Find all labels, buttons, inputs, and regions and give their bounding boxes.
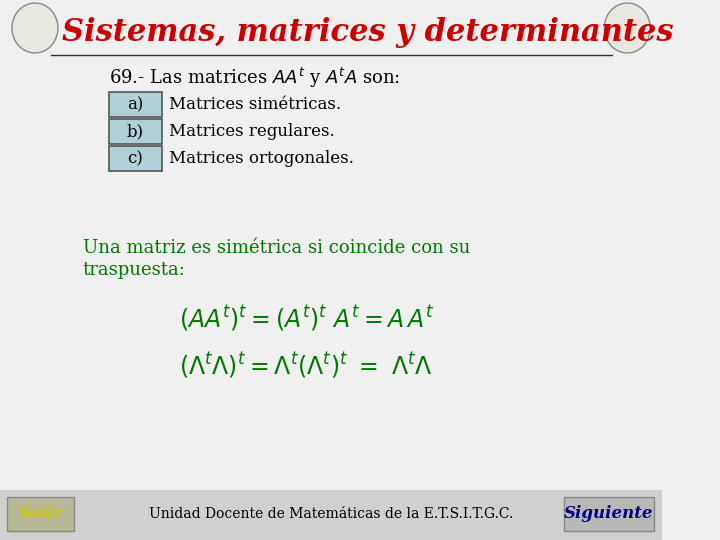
Text: $\left(AA^t\right)^t = \left(A^t\right)^t\ A^t = A\,A^t$: $\left(AA^t\right)^t = \left(A^t\right)^… — [179, 303, 435, 333]
Circle shape — [12, 3, 58, 53]
Text: 69.- Las matrices $AA^t$ y $A^tA$ son:: 69.- Las matrices $AA^t$ y $A^tA$ son: — [109, 66, 400, 90]
Text: Siguiente: Siguiente — [564, 505, 654, 523]
Text: traspuesta:: traspuesta: — [83, 261, 186, 279]
Text: Sistemas, matrices y determinantes: Sistemas, matrices y determinantes — [62, 17, 674, 48]
FancyBboxPatch shape — [7, 497, 73, 531]
FancyBboxPatch shape — [109, 92, 162, 117]
Text: Una matriz es simétrica si coincide con su: Una matriz es simétrica si coincide con … — [83, 239, 470, 257]
Text: Salir: Salir — [18, 505, 63, 523]
Circle shape — [604, 3, 650, 53]
Text: Matrices simétricas.: Matrices simétricas. — [169, 96, 341, 113]
FancyBboxPatch shape — [109, 146, 162, 171]
Text: a): a) — [127, 96, 143, 113]
FancyBboxPatch shape — [0, 490, 662, 540]
Text: c): c) — [127, 150, 143, 167]
Text: Unidad Docente de Matemáticas de la E.T.S.I.T.G.C.: Unidad Docente de Matemáticas de la E.T.… — [149, 507, 513, 521]
FancyBboxPatch shape — [109, 119, 162, 144]
Text: Matrices ortogonales.: Matrices ortogonales. — [169, 150, 354, 167]
Text: $\left(\Lambda^t\Lambda\right)^t = \Lambda^t\left(\Lambda^t\right)^t\ =\ \Lambda: $\left(\Lambda^t\Lambda\right)^t = \Lamb… — [179, 350, 433, 380]
Text: b): b) — [127, 123, 144, 140]
Text: Matrices regulares.: Matrices regulares. — [169, 123, 335, 140]
FancyBboxPatch shape — [564, 497, 654, 531]
